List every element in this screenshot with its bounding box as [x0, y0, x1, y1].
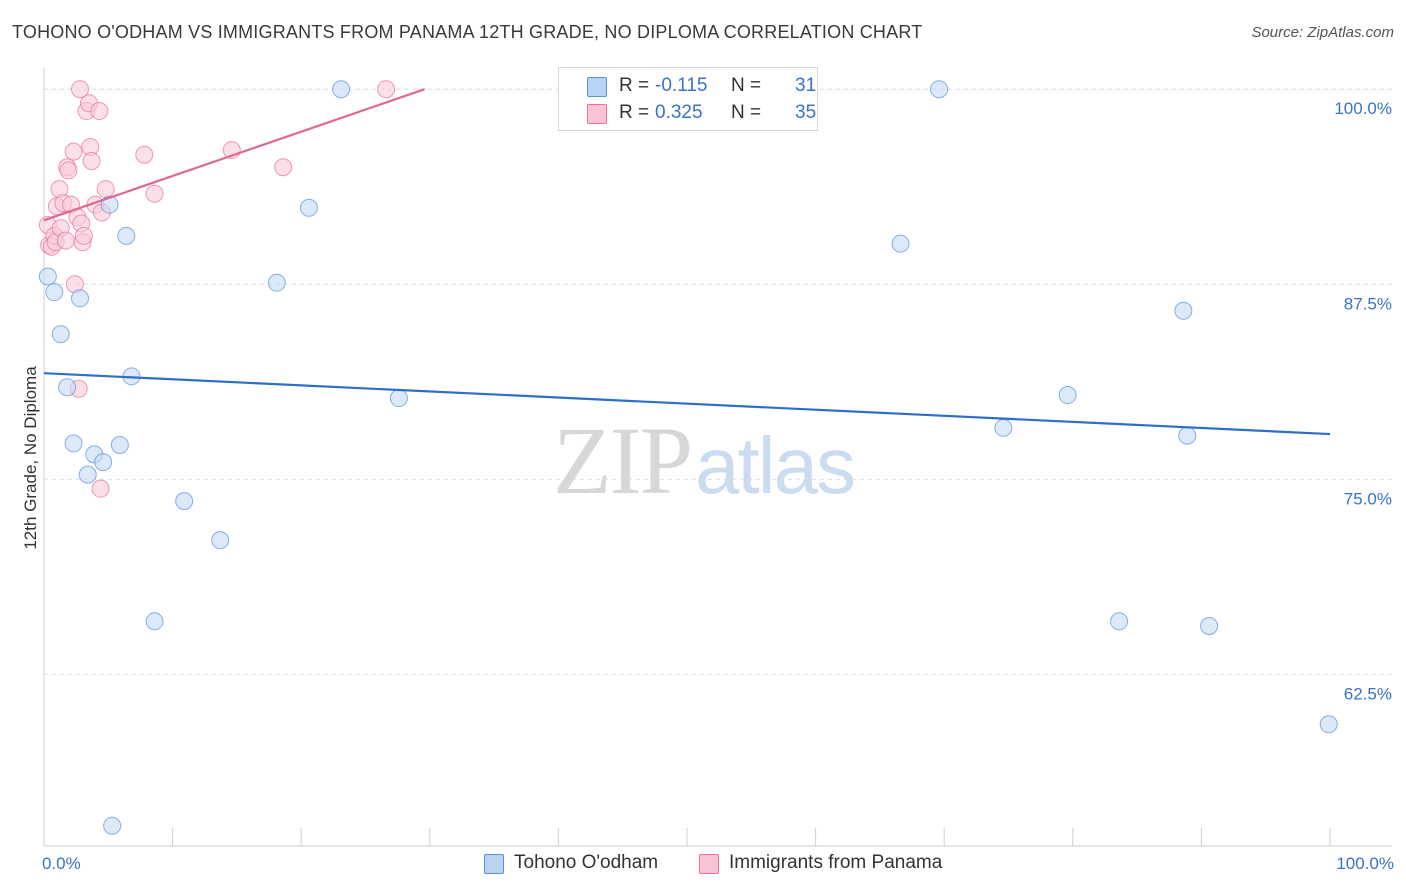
tohono-point — [1058, 386, 1077, 405]
axes — [43, 68, 1392, 847]
panama-point — [64, 142, 83, 161]
watermark-zip: ZIP — [553, 407, 693, 514]
tick-labels: 100.0% 87.5% 75.0% 62.5% 0.0% 100.0% — [42, 99, 1394, 873]
panama-point — [59, 161, 78, 180]
panama-point — [91, 479, 110, 498]
watermark: ZIPatlas — [553, 405, 856, 516]
panama-point — [90, 102, 109, 121]
tohono-point — [38, 267, 57, 286]
series-name: Tohono O'odham — [514, 852, 659, 873]
stats-legend: R = -0.115 N = 31 R = 0.325 N = 35 — [558, 67, 818, 131]
tohono-point — [51, 325, 70, 344]
tohono-point — [94, 453, 113, 472]
data-points — [38, 80, 1338, 835]
tohono-point — [1174, 301, 1193, 320]
panama-point — [71, 80, 90, 99]
panama-point — [135, 145, 154, 164]
x-tick-label: 100.0% — [1336, 854, 1394, 873]
panama-trend-line — [43, 88, 426, 222]
tohono-point — [891, 234, 910, 253]
r-label: R = — [619, 102, 650, 123]
r-value: -0.115 — [655, 75, 708, 96]
watermark-atlas: atlas — [695, 421, 856, 510]
tohono-point — [103, 816, 122, 835]
tohono-point — [994, 418, 1013, 437]
tohono-point — [1178, 426, 1197, 445]
tohono-point — [389, 389, 408, 408]
n-label: N = — [731, 75, 762, 96]
n-label: N = — [731, 102, 762, 123]
panama-point — [145, 184, 164, 203]
tohono-point — [117, 226, 136, 245]
series-swatch-tohono — [484, 854, 504, 874]
tohono-point — [299, 198, 318, 217]
series-name: Immigrants from Panama — [729, 852, 943, 873]
source-credit: Source: ZipAtlas.com — [1251, 24, 1394, 41]
tohono-point — [100, 195, 119, 214]
y-tick-label: 75.0% — [1344, 489, 1392, 508]
r-label: R = — [619, 75, 650, 96]
panama-point — [82, 151, 101, 170]
n-value: 31 — [795, 75, 817, 96]
legend-swatch-tohono — [587, 77, 607, 97]
tohono-point — [1200, 616, 1219, 635]
tohono-point — [45, 283, 64, 302]
tohono-trend-line — [43, 372, 1331, 436]
x-tick-label: 0.0% — [42, 854, 81, 873]
chart-title: TOHONO O'ODHAM VS IMMIGRANTS FROM PANAMA… — [12, 22, 923, 42]
tohono-point — [1319, 715, 1338, 734]
series-swatch-panama — [699, 854, 719, 874]
legend-swatch-panama — [587, 104, 607, 124]
tohono-point — [78, 465, 97, 484]
y-tick-label: 100.0% — [1334, 99, 1392, 118]
n-value: 35 — [795, 102, 817, 123]
tohono-point — [64, 434, 83, 453]
y-tick-label: 62.5% — [1344, 684, 1392, 703]
tohono-point — [145, 612, 164, 631]
panama-point — [56, 231, 75, 250]
tohono-point — [332, 80, 351, 99]
y-tick-label: 87.5% — [1344, 294, 1392, 313]
panama-point — [274, 158, 293, 177]
tohono-point — [175, 492, 194, 511]
tohono-point — [58, 378, 77, 397]
tohono-point — [267, 273, 286, 292]
tohono-point — [1110, 612, 1129, 631]
tohono-point — [930, 80, 949, 99]
panama-point — [96, 180, 115, 199]
tohono-point — [110, 435, 129, 454]
panama-point — [377, 80, 396, 99]
panama-point — [74, 226, 93, 245]
r-value: 0.325 — [655, 102, 703, 123]
tohono-point — [211, 531, 230, 550]
trend-lines — [43, 88, 1331, 436]
tohono-point — [71, 289, 90, 308]
